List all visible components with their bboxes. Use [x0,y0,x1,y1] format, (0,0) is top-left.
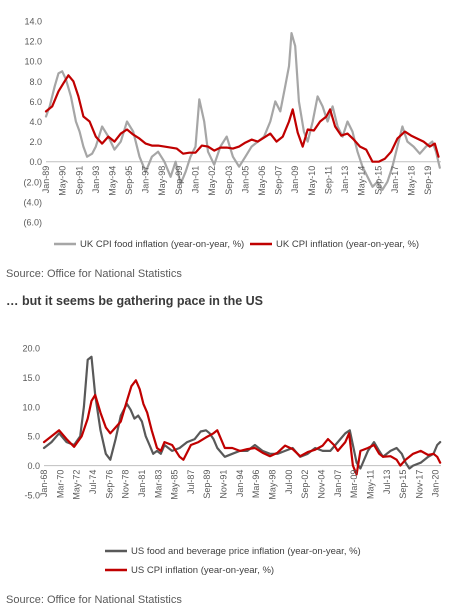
x-tick-label: Mar-96 [251,470,261,499]
x-tick-label: Jan-68 [39,470,49,498]
y-tick-label: (6.0) [23,218,42,228]
y-tick-label: (2.0) [23,177,42,187]
x-tick-label: Jul-00 [284,470,294,495]
x-tick-label: Sep-03 [224,166,234,195]
x-tick-label: Jan-07 [333,470,343,498]
x-tick-label: May-06 [257,166,267,196]
us-inflation-chart: 20.0 15.0 10.0 5.0 0.0 -5.0 Jan-68 Mar-70 May-72… [0,335,461,580]
y-tick-label: 15.0 [22,373,40,383]
x-tick-label: May-90 [58,166,68,196]
y-tick-label: 6.0 [29,97,42,107]
x-tick-label: May-14 [357,166,367,196]
y-tick-label: 10.0 [24,57,42,67]
x-tick-label: May-10 [307,166,317,196]
x-tick-label: May-98 [267,470,277,500]
x-tick-label: May-02 [207,166,217,196]
y-tick-label: 0.0 [27,461,40,471]
x-tick-label: Sep-99 [174,166,184,195]
source-note-uk: Source: Office for National Statistics [6,268,182,280]
y-tick-label: 2.0 [29,137,42,147]
series-line-2 [44,74,440,163]
source-note-us: Source: Office for National Statistics [6,594,182,606]
y-tick-label: 5.0 [27,432,40,442]
uk-inflation-chart: 14.0 12.0 10.0 8.0 6.0 4.0 2.0 0.0 (2.0) (4.0) (6.… [0,0,461,262]
x-tick-label: Nov-17 [414,470,424,499]
x-tick-label: Jan-01 [191,166,201,194]
x-tick-label: Sep-95 [124,166,134,195]
legend-label-1: UK CPI food inflation (year-on-year, %) [80,239,244,250]
x-tick-label: Jan-89 [41,166,51,194]
x-tick-label: Sep-91 [74,166,84,195]
x-tick-label: Jan-94 [235,470,245,498]
x-tick-label: Mar-70 [55,470,65,499]
x-tick-label: Sep-15 [373,166,383,195]
uk-chart-svg: 14.0 12.0 10.0 8.0 6.0 4.0 2.0 0.0 (2.0) (4.0) (6.… [23,17,441,250]
x-tick-label: Jul-87 [186,470,196,495]
x-tick-label: May-72 [72,470,82,500]
x-tick-label: Nov-78 [121,470,131,499]
y-tick-label: 10.0 [22,402,40,412]
x-tick-label: Sep-02 [300,470,310,499]
x-tick-label: Jan-17 [390,166,400,194]
y-tick-label: 20.0 [22,344,40,354]
x-tick-label: Sep-89 [202,470,212,499]
y-tick-label: 4.0 [29,117,42,127]
x-tick-label: Nov-91 [219,470,229,499]
x-tick-label: Sep-11 [323,166,333,194]
x-tick-label: Sep-76 [104,470,114,499]
legend-label-1: US food and beverage price inflation (ye… [131,546,361,557]
x-tick-label: May-94 [107,166,117,196]
x-tick-label: Jan-97 [141,166,151,194]
x-tick-label: Jan-13 [340,166,350,194]
y-tick-label: 8.0 [29,77,42,87]
x-tick-label: Jan-93 [91,166,101,194]
x-tick-label: May-98 [157,166,167,196]
x-tick-label: May-18 [406,166,416,196]
y-tick-label: (4.0) [23,197,42,207]
x-tick-label: Jan-05 [240,166,250,194]
series-line-2 [42,379,442,476]
x-tick-label: Jan-20 [431,470,441,498]
x-tick-label: May-85 [170,470,180,500]
y-tick-label: 0.0 [29,157,42,167]
series-line-1 [44,32,441,191]
x-tick-label: Jan-81 [137,470,147,498]
legend-label-2: UK CPI inflation (year-on-year, %) [276,239,419,250]
x-tick-label: Sep-19 [423,166,433,195]
x-tick-label: May-11 [365,470,375,499]
x-tick-label: Mar-09 [349,470,359,499]
x-tick-label: Jul-74 [88,470,98,495]
x-tick-label: Jan-09 [290,166,300,194]
y-tick-label: 12.0 [24,37,42,47]
x-tick-label: Nov-04 [316,470,326,499]
y-tick-label: 14.0 [24,17,42,27]
section-subheading: … but it seems be gathering pace in the … [6,294,263,308]
x-tick-label: Jul-13 [382,470,392,495]
x-tick-label: Mar-83 [153,470,163,499]
us-chart-svg: 20.0 15.0 10.0 5.0 0.0 -5.0 Jan-68 Mar-70 May-72… [22,344,442,576]
y-tick-label: -5.0 [24,491,40,501]
series-line-1 [42,355,442,470]
x-tick-label: Sep-15 [398,470,408,499]
legend-label-2: US CPI inflation (year-on-year, %) [131,565,274,576]
x-tick-label: Sep-07 [274,166,284,195]
